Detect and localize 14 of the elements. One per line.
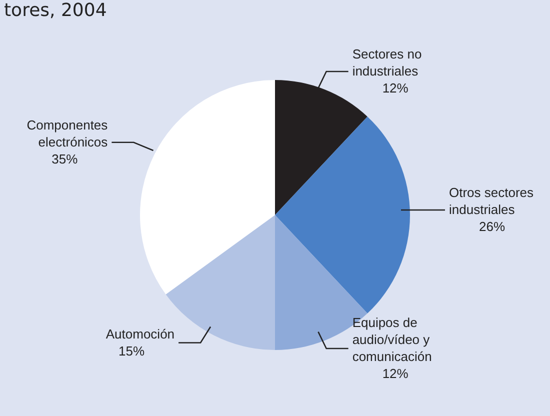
slice-label: Sectores no industriales xyxy=(352,46,422,78)
slice-label: Equipos de audio/vídeo y comunicación xyxy=(352,315,432,364)
data-label: 12% xyxy=(382,366,409,382)
data-label: 15% xyxy=(118,343,145,358)
slice-label: Otros sectores industriales xyxy=(449,185,534,217)
pie-slice xyxy=(275,116,410,314)
chart-title: tores, 2004 xyxy=(4,0,107,21)
slice-label: Componentes electrónicos xyxy=(26,117,108,150)
slice-label: Automoción xyxy=(106,326,175,342)
pie-slice xyxy=(275,80,368,215)
data-label: 26% xyxy=(479,219,506,234)
pie-slice xyxy=(140,80,275,294)
data-label: 35% xyxy=(52,151,78,166)
data-label: 12% xyxy=(382,80,409,96)
